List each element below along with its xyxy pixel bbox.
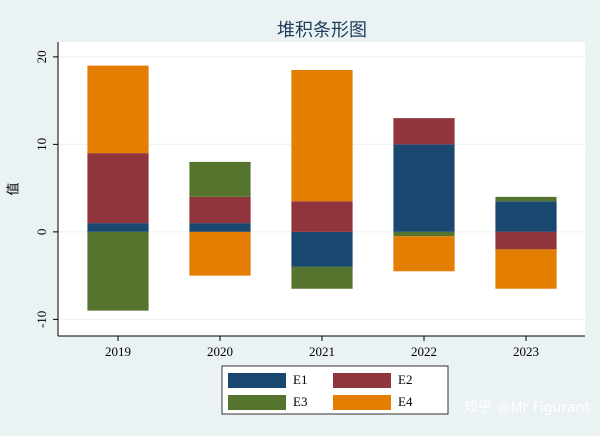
legend-swatch (228, 395, 286, 410)
legend-label: E3 (293, 394, 307, 409)
y-tick-label: -10 (34, 311, 49, 328)
x-tick-label: 2023 (513, 344, 539, 359)
bar (393, 231, 455, 237)
bar (393, 144, 455, 232)
y-axis-label: 值 (6, 182, 22, 195)
legend-swatch (333, 373, 391, 388)
legend-label: E1 (293, 372, 307, 387)
bar (87, 223, 149, 232)
y-tick-label: 20 (34, 50, 49, 63)
x-tick-label: 2021 (309, 344, 335, 359)
watermark: 知乎 @Mr Figurant (464, 399, 591, 416)
bar (291, 231, 353, 267)
bar (393, 236, 455, 272)
bar (189, 223, 251, 232)
bar (189, 161, 251, 197)
bar (189, 196, 251, 224)
bar (393, 118, 455, 145)
legend-label: E4 (398, 394, 413, 409)
bar (189, 231, 251, 276)
bar (291, 70, 353, 202)
chart-title: 堆积条形图 (277, 20, 367, 41)
bar (87, 65, 149, 154)
legend-swatch (228, 373, 286, 388)
bar (87, 153, 149, 224)
x-tick-label: 2022 (411, 344, 437, 359)
bar (291, 201, 353, 232)
bar (87, 231, 149, 311)
y-tick-label: 0 (34, 229, 49, 236)
bar (495, 201, 557, 232)
legend-swatch (333, 395, 391, 410)
x-tick-label: 2019 (105, 344, 131, 359)
legend-label: E2 (398, 372, 412, 387)
y-tick-label: 10 (34, 138, 49, 151)
bar (291, 266, 353, 289)
bar (495, 231, 557, 250)
x-tick-label: 2020 (207, 344, 233, 359)
bar (495, 196, 557, 202)
bar (495, 249, 557, 289)
